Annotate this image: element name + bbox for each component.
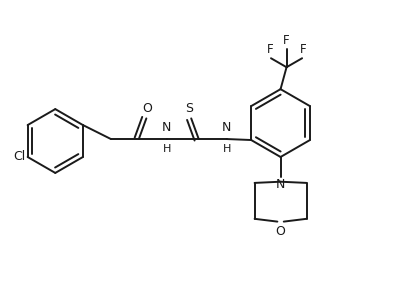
- Text: N: N: [162, 121, 171, 134]
- Text: O: O: [275, 225, 285, 238]
- Text: F: F: [283, 34, 289, 47]
- Text: N: N: [221, 121, 231, 134]
- Text: H: H: [162, 144, 170, 154]
- Text: Cl: Cl: [13, 150, 26, 164]
- Text: H: H: [222, 144, 230, 154]
- Text: F: F: [299, 43, 306, 56]
- Text: N: N: [275, 178, 285, 191]
- Text: O: O: [142, 102, 152, 115]
- Text: S: S: [185, 102, 193, 115]
- Text: F: F: [266, 43, 272, 56]
